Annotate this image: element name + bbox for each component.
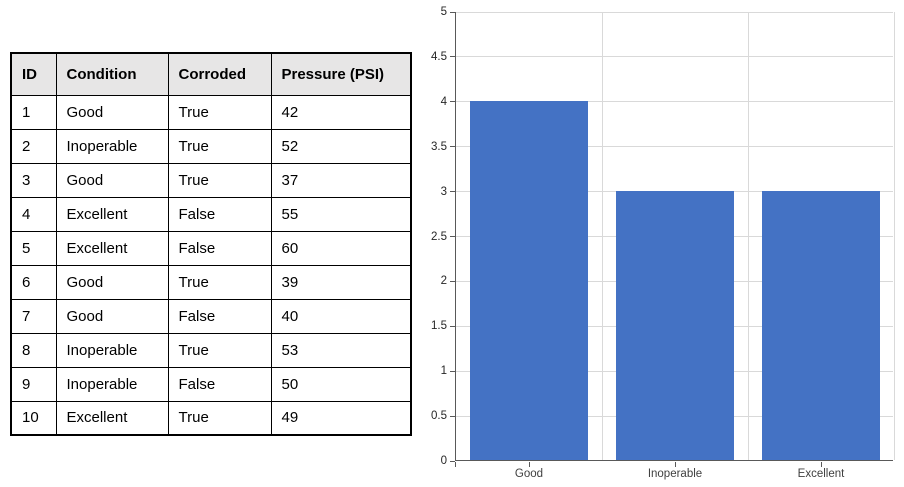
table-cell: 4 xyxy=(10,196,57,232)
table-cell: 3 xyxy=(10,162,57,198)
x-axis-tick xyxy=(528,461,530,467)
table-cell: Inoperable xyxy=(55,128,169,164)
gridline-horizontal xyxy=(456,146,893,148)
y-axis-tick-label: 0.5 xyxy=(431,410,447,423)
table-cell: Good xyxy=(55,162,169,198)
table-cell: 2 xyxy=(10,128,57,164)
table-cell: True xyxy=(167,400,272,436)
y-axis-tick-label: 2 xyxy=(440,275,447,288)
y-axis-tick xyxy=(449,460,455,462)
table-row: 2 Inoperable True 52 xyxy=(10,128,412,164)
table-cell: Excellent xyxy=(55,230,169,266)
y-axis-tick-label: 4.5 xyxy=(431,50,447,63)
table-cell: Good xyxy=(55,264,169,300)
y-axis-tick xyxy=(449,191,455,193)
table-cell: 6 xyxy=(10,264,57,300)
chart-bar xyxy=(616,190,734,460)
table-cell: 1 xyxy=(10,94,57,130)
column-header-condition: Condition xyxy=(55,52,169,96)
x-axis-category-label: Excellent xyxy=(797,468,845,480)
table-cell: Inoperable xyxy=(55,332,169,368)
table-cell: True xyxy=(167,162,272,198)
table-cell: Inoperable xyxy=(55,366,169,402)
x-axis-category-label: Inoperable xyxy=(647,468,703,480)
table-cell: 53 xyxy=(270,332,412,368)
gridline-horizontal xyxy=(456,11,893,13)
y-axis-tick xyxy=(449,11,455,13)
table-row: 4 Excellent False 55 xyxy=(10,196,412,232)
inspection-table: ID Condition Corroded Pressure (PSI) 1 Go… xyxy=(10,52,412,436)
table-cell: 8 xyxy=(10,332,57,368)
table-cell: 49 xyxy=(270,400,412,436)
table-cell: 5 xyxy=(10,230,57,266)
y-axis-tick-label: 3 xyxy=(440,185,447,198)
column-header-pressure: Pressure (PSI) xyxy=(270,52,412,96)
table-cell: 60 xyxy=(270,230,412,266)
y-axis-tick xyxy=(449,415,455,417)
table-cell: 40 xyxy=(270,298,412,334)
table-cell: True xyxy=(167,94,272,130)
inspection-table-wrap: ID Condition Corroded Pressure (PSI) 1 Go… xyxy=(10,52,412,436)
table-row: 9 Inoperable False 50 xyxy=(10,366,412,402)
table-cell: 52 xyxy=(270,128,412,164)
table-cell: 42 xyxy=(270,94,412,130)
gridline-horizontal xyxy=(456,56,893,58)
table-cell: 50 xyxy=(270,366,412,402)
gridline-vertical xyxy=(893,12,895,460)
table-row: 5 Excellent False 60 xyxy=(10,230,412,266)
y-axis-tick-label: 1.5 xyxy=(431,320,447,333)
y-axis-tick xyxy=(449,236,455,237)
table-header-row: ID Condition Corroded Pressure (PSI) xyxy=(10,52,412,96)
table-row: 10 Excellent True 49 xyxy=(10,400,412,436)
table-cell: 10 xyxy=(10,400,57,436)
table-row: 7 Good False 40 xyxy=(10,298,412,334)
column-header-corroded: Corroded xyxy=(167,52,272,96)
table-cell: True xyxy=(167,128,272,164)
table-cell: True xyxy=(167,264,272,300)
table-row: 6 Good True 39 xyxy=(10,264,412,300)
x-axis-tick xyxy=(820,461,822,467)
gridline-vertical xyxy=(601,12,603,460)
table-cell: Good xyxy=(55,94,169,130)
table-cell: 37 xyxy=(270,162,412,198)
table-cell: 39 xyxy=(270,264,412,300)
table-cell: 9 xyxy=(10,366,57,402)
x-axis-category-label: Good xyxy=(514,468,544,480)
table-cell: Good xyxy=(55,298,169,334)
table-row: 8 Inoperable True 53 xyxy=(10,332,412,368)
y-axis-tick-label: 4 xyxy=(440,95,447,108)
y-axis-tick-label: 0 xyxy=(440,455,447,467)
table-cell: 55 xyxy=(270,196,412,232)
gridline-vertical xyxy=(747,12,749,460)
table-body: 1 Good True 42 2 Inoperable True 52 3 Good True 37 4… xyxy=(10,94,412,436)
table-cell: False xyxy=(167,230,272,266)
y-axis-tick-label: 5 xyxy=(440,6,447,18)
y-axis-tick xyxy=(449,146,455,148)
bar-chart-plot-area: 0 0.5 1 1.5 2 2.5 3 3.5 4 4.5 5 Good Inoperable Excel… xyxy=(431,6,895,480)
column-header-id: ID xyxy=(10,52,57,96)
table-cell: True xyxy=(167,332,272,368)
gridline-horizontal xyxy=(456,101,893,103)
y-axis-tick-label: 1 xyxy=(440,365,447,378)
y-axis-tick xyxy=(449,280,455,282)
table-cell: Excellent xyxy=(55,400,169,436)
table-cell: False xyxy=(167,196,272,232)
chart-bar xyxy=(762,190,880,460)
table-row: 1 Good True 42 xyxy=(10,94,412,130)
x-axis-tick xyxy=(674,461,676,467)
y-axis-tick xyxy=(449,101,455,103)
y-axis-tick xyxy=(449,370,455,372)
table-cell: Excellent xyxy=(55,196,169,232)
y-axis-tick-label: 2.5 xyxy=(431,230,447,243)
y-axis-tick xyxy=(449,325,455,327)
y-axis-tick-label: 3.5 xyxy=(431,140,447,153)
table-cell: False xyxy=(167,298,272,334)
table-cell: 7 xyxy=(10,298,57,334)
chart-bar xyxy=(470,100,588,460)
x-axis-origin-tick xyxy=(455,461,456,467)
y-axis-tick xyxy=(449,56,455,58)
table-row: 3 Good True 37 xyxy=(10,162,412,198)
table-cell: False xyxy=(167,366,272,402)
